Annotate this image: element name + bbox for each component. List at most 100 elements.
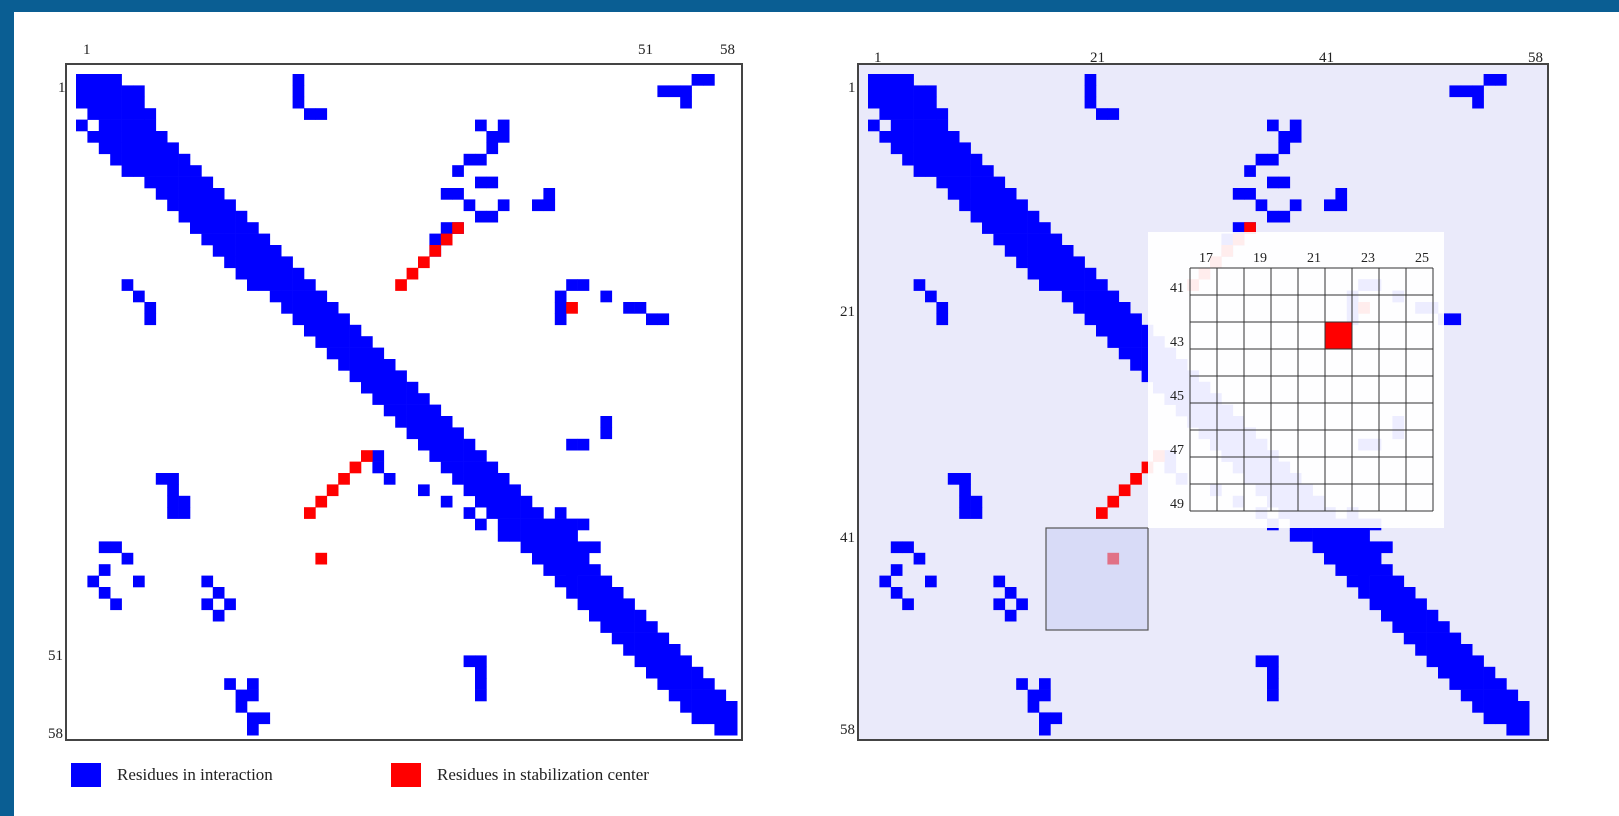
interaction-cell	[1472, 689, 1484, 702]
interaction-cell	[292, 96, 305, 109]
interaction-cell	[668, 678, 681, 690]
interaction-cell	[1096, 302, 1108, 314]
interaction-cell	[566, 438, 578, 451]
interaction-cell	[372, 450, 385, 462]
stabilization-cell	[1130, 473, 1142, 485]
interaction-cell	[1255, 199, 1268, 212]
interaction-cell	[970, 199, 983, 212]
interaction-cell	[1084, 279, 1097, 291]
interaction-cell	[475, 678, 487, 690]
tick-left-21: 21	[840, 304, 855, 320]
interaction-cell	[1141, 347, 1154, 360]
interaction-cell	[1506, 723, 1519, 736]
interaction-cell	[395, 404, 407, 417]
interaction-cell	[936, 108, 949, 120]
interaction-cell	[121, 96, 134, 109]
interaction-cell	[532, 530, 544, 542]
interaction-cell	[668, 644, 681, 656]
interaction-cell	[1130, 336, 1142, 348]
interaction-cell	[703, 701, 715, 713]
interaction-cell	[993, 199, 1006, 212]
interaction-cell	[936, 176, 949, 189]
interaction-cell	[646, 621, 658, 633]
interaction-cell	[338, 336, 350, 348]
interaction-cell	[554, 302, 567, 314]
interaction-cell	[1517, 723, 1530, 736]
interaction-cell	[890, 96, 903, 109]
interaction-cell	[1460, 655, 1473, 668]
interaction-cell	[925, 153, 937, 166]
interaction-cell	[725, 701, 738, 713]
interaction-cell	[879, 85, 892, 98]
interaction-cell	[121, 552, 134, 565]
stabilization-cell	[418, 256, 430, 269]
interaction-cell	[623, 644, 635, 656]
zoom-region-box	[1045, 527, 1149, 631]
inset-col-19: 19	[1253, 251, 1267, 266]
interaction-cell	[121, 119, 134, 132]
inset-col-23: 23	[1361, 251, 1375, 266]
interaction-cell	[1289, 530, 1302, 542]
inset-col-21: 21	[1307, 251, 1321, 266]
interaction-cell	[212, 188, 225, 200]
interaction-cell	[543, 541, 556, 554]
interaction-cell	[121, 108, 134, 120]
legend-stabilization-label: Residues in stabilization center	[437, 765, 649, 784]
interaction-cell	[1073, 279, 1085, 291]
interaction-cell	[611, 598, 624, 611]
interaction-cell	[497, 131, 510, 143]
interaction-cell	[98, 85, 111, 98]
interaction-cell	[1016, 199, 1028, 212]
interaction-cell	[144, 119, 157, 132]
interaction-cell	[87, 131, 100, 143]
interaction-cell	[463, 473, 476, 485]
interaction-cell	[1403, 598, 1416, 611]
interaction-cell	[947, 131, 960, 143]
interaction-cell	[475, 495, 487, 508]
interaction-cell	[913, 279, 926, 291]
interaction-cell	[133, 119, 145, 132]
interaction-cell	[383, 359, 396, 371]
interaction-cell	[725, 712, 738, 725]
interaction-cell	[190, 176, 202, 189]
interaction-cell	[475, 461, 487, 474]
interaction-cell	[349, 324, 362, 337]
interaction-cell	[212, 210, 225, 223]
interaction-cell	[611, 632, 624, 645]
interaction-cell	[925, 85, 937, 98]
interaction-cell	[646, 666, 658, 679]
interaction-cell	[1460, 666, 1473, 679]
interaction-cell	[1335, 564, 1348, 576]
interaction-cell	[1312, 530, 1325, 542]
interaction-cell	[993, 233, 1006, 246]
interaction-cell	[959, 153, 971, 166]
interaction-cell	[1301, 530, 1313, 542]
interaction-cell	[395, 416, 407, 428]
interaction-cell	[868, 74, 880, 86]
interaction-cell	[657, 666, 670, 679]
interaction-cell	[1358, 541, 1370, 554]
interaction-cell	[543, 552, 556, 565]
interaction-cell	[1517, 701, 1530, 713]
interaction-cell	[947, 165, 960, 177]
inset-row-labels: 41 43 45 47 49	[1170, 281, 1184, 512]
interaction-cell	[1358, 575, 1370, 588]
interaction-cell	[1004, 222, 1017, 234]
interaction-cell	[1027, 689, 1040, 702]
interaction-cell	[1107, 108, 1120, 120]
interaction-cell	[623, 609, 635, 622]
interaction-cell	[497, 484, 510, 497]
interaction-cell	[600, 621, 613, 633]
tick-left-41: 41	[840, 530, 855, 546]
interaction-cell	[1449, 666, 1462, 679]
interaction-cell	[201, 199, 214, 212]
interaction-cell	[566, 279, 578, 291]
stabilization-cell	[361, 450, 373, 462]
interaction-cell	[1084, 74, 1097, 86]
interaction-cell	[178, 188, 191, 200]
interaction-cell	[902, 598, 914, 611]
interaction-cell	[982, 188, 994, 200]
interaction-cell	[87, 575, 100, 588]
interaction-cell	[201, 233, 214, 246]
interaction-cell	[1096, 313, 1108, 326]
